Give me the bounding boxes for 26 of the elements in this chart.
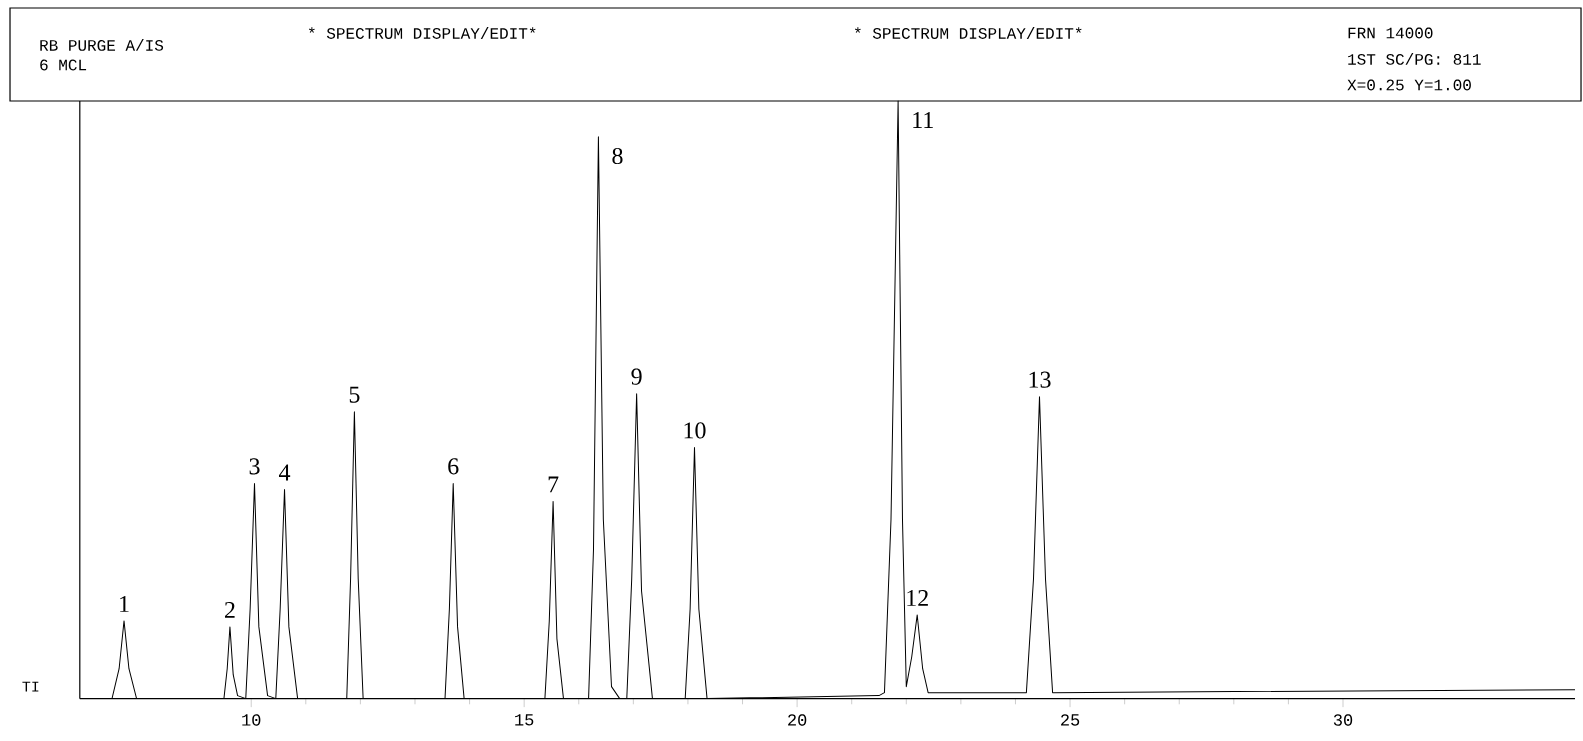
y-axis-title: TI [22, 681, 39, 692]
x-tick-label: 15 [515, 714, 534, 726]
x-tick-label: 20 [788, 714, 807, 726]
x-tick-label: 25 [1061, 714, 1080, 726]
chart-title: RB PURGE A/IS [40, 39, 164, 51]
annotation: 5 [349, 386, 360, 403]
text: * SPECTRUM DISPLAY/EDIT* [855, 27, 1082, 39]
text: 1ST SC/PG: 811 [1348, 53, 1481, 65]
annotation: 9 [631, 368, 642, 385]
annotation: 6 [448, 458, 459, 475]
x-tick-label: 10 [242, 714, 261, 726]
annotation: 1 [120, 596, 129, 612]
annotation: 3 [249, 458, 260, 475]
annotation: 8 [612, 147, 623, 165]
chart-subtitle: 6 MCL [40, 59, 87, 71]
text: X=0.25 Y=1.00 [1347, 79, 1471, 91]
annotation: 12 [907, 589, 928, 606]
annotation: 4 [278, 464, 291, 481]
x-tick-label: 30 [1333, 714, 1353, 726]
annotation: 10 [684, 422, 706, 439]
text: * SPECTRUM DISPLAY/EDIT* [309, 27, 536, 39]
annotation: 13 [1029, 371, 1051, 388]
annotation: 7 [548, 476, 559, 493]
text: FRN 14000 [1348, 27, 1433, 39]
annotation: 11 [913, 112, 933, 128]
annotation: 2 [225, 601, 235, 618]
